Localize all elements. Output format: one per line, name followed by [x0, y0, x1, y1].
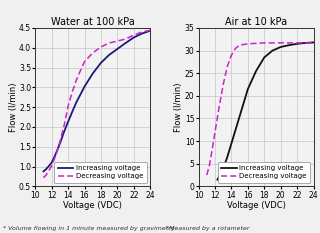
- X-axis label: Voltage (VDC): Voltage (VDC): [227, 201, 285, 210]
- Decreasing voltage: [217, 106, 221, 109]
- Decreasing voltage: [62, 125, 66, 128]
- Increasing voltage: [246, 88, 250, 90]
- Decreasing voltage: [279, 41, 283, 44]
- Decreasing voltage: [213, 131, 217, 134]
- Y-axis label: Flow (l/min): Flow (l/min): [174, 82, 183, 132]
- Decreasing voltage: [99, 46, 103, 48]
- Decreasing voltage: [107, 42, 111, 45]
- Increasing voltage: [254, 70, 258, 72]
- Decreasing voltage: [234, 47, 237, 50]
- Increasing voltage: [262, 56, 266, 59]
- Line: Decreasing voltage: Decreasing voltage: [207, 43, 314, 175]
- Decreasing voltage: [44, 174, 48, 177]
- Increasing voltage: [218, 174, 222, 176]
- Increasing voltage: [62, 131, 66, 134]
- Increasing voltage: [54, 153, 58, 155]
- Decreasing voltage: [148, 29, 152, 32]
- Decreasing voltage: [205, 174, 209, 176]
- Increasing voltage: [312, 41, 316, 44]
- Decreasing voltage: [132, 34, 136, 37]
- Line: Increasing voltage: Increasing voltage: [44, 31, 150, 171]
- Decreasing voltage: [78, 69, 82, 72]
- Increasing voltage: [107, 54, 111, 56]
- Decreasing voltage: [254, 42, 258, 45]
- Increasing voltage: [50, 161, 53, 164]
- Increasing voltage: [234, 128, 237, 131]
- Decreasing voltage: [83, 60, 86, 63]
- Increasing voltage: [303, 41, 307, 44]
- Increasing voltage: [70, 110, 74, 113]
- Decreasing voltage: [50, 164, 53, 167]
- Decreasing voltage: [210, 151, 214, 154]
- Decreasing voltage: [271, 41, 275, 44]
- Increasing voltage: [66, 120, 70, 123]
- Decreasing voltage: [303, 41, 307, 44]
- Legend: Increasing voltage, Decreasing voltage: Increasing voltage, Decreasing voltage: [54, 162, 147, 183]
- Increasing voltage: [287, 44, 291, 47]
- Text: *Measured by a rotameter: *Measured by a rotameter: [166, 226, 250, 231]
- Increasing voltage: [148, 29, 152, 32]
- Decreasing voltage: [262, 41, 266, 44]
- Increasing voltage: [42, 170, 45, 173]
- Decreasing voltage: [42, 176, 45, 179]
- Decreasing voltage: [229, 54, 233, 57]
- Title: Water at 100 kPa: Water at 100 kPa: [51, 17, 135, 27]
- Increasing voltage: [132, 36, 136, 39]
- Increasing voltage: [216, 178, 220, 181]
- Decreasing voltage: [66, 105, 70, 108]
- Decreasing voltage: [221, 83, 225, 86]
- Decreasing voltage: [116, 40, 119, 42]
- Decreasing voltage: [238, 44, 242, 47]
- Decreasing voltage: [312, 41, 316, 44]
- Increasing voltage: [124, 42, 127, 45]
- Increasing voltage: [242, 101, 246, 104]
- Decreasing voltage: [58, 141, 62, 144]
- Increasing voltage: [279, 46, 283, 48]
- Increasing voltage: [91, 72, 95, 75]
- Increasing voltage: [140, 32, 144, 35]
- Decreasing voltage: [46, 170, 50, 173]
- Increasing voltage: [238, 115, 242, 118]
- Decreasing voltage: [225, 65, 229, 68]
- Increasing voltage: [99, 62, 103, 64]
- Increasing voltage: [221, 167, 225, 170]
- Title: Air at 10 kPa: Air at 10 kPa: [225, 17, 287, 27]
- Increasing voltage: [46, 165, 50, 168]
- Text: * Volume flowing in 1 minute measured by gravimetry: * Volume flowing in 1 minute measured by…: [3, 226, 175, 231]
- Decreasing voltage: [54, 154, 58, 157]
- Decreasing voltage: [246, 42, 250, 45]
- Y-axis label: Flow (l/min): Flow (l/min): [9, 82, 18, 132]
- Increasing voltage: [78, 93, 82, 96]
- Increasing voltage: [116, 48, 119, 50]
- Decreasing voltage: [91, 51, 95, 54]
- Decreasing voltage: [295, 41, 299, 44]
- Line: Increasing voltage: Increasing voltage: [218, 42, 314, 180]
- Increasing voltage: [225, 156, 229, 158]
- Increasing voltage: [229, 142, 233, 145]
- X-axis label: Voltage (VDC): Voltage (VDC): [63, 201, 122, 210]
- Decreasing voltage: [140, 31, 144, 33]
- Legend: Increasing voltage, Decreasing voltage: Increasing voltage, Decreasing voltage: [218, 162, 310, 183]
- Decreasing voltage: [74, 79, 78, 82]
- Increasing voltage: [83, 85, 86, 88]
- Increasing voltage: [295, 42, 299, 45]
- Decreasing voltage: [207, 165, 211, 168]
- Decreasing voltage: [70, 91, 74, 93]
- Line: Decreasing voltage: Decreasing voltage: [44, 30, 150, 178]
- Increasing voltage: [74, 101, 78, 104]
- Increasing voltage: [44, 168, 48, 171]
- Increasing voltage: [271, 49, 275, 52]
- Increasing voltage: [58, 142, 62, 145]
- Decreasing voltage: [124, 38, 127, 41]
- Decreasing voltage: [287, 41, 291, 44]
